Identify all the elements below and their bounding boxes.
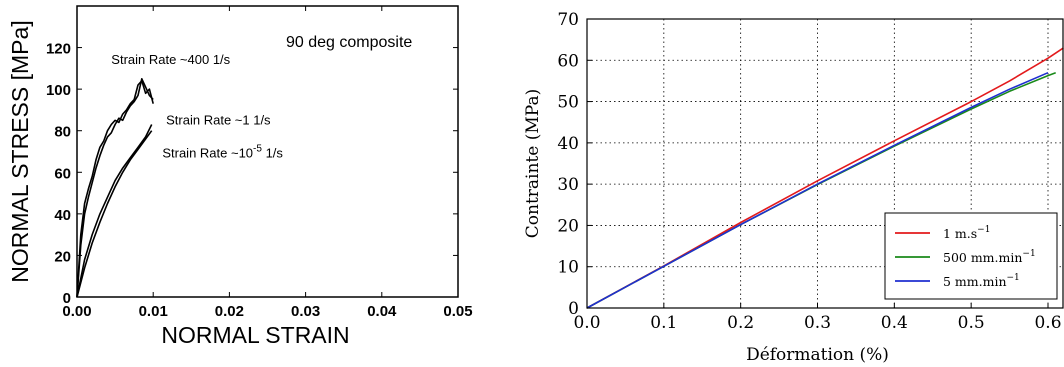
x-tick-label: 0.05 [443,303,472,320]
y-tick-label: 50 [557,93,579,113]
x-tick-label: 0.00 [62,303,91,320]
y-tick-label: 10 [557,258,579,278]
strain-rate-annotation: Strain Rate ~10-5 1/s [162,144,283,161]
plot-frame [586,18,1064,309]
y-tick-label: 0 [63,290,71,307]
y-tick-label: 30 [557,175,579,195]
plot-frame [76,5,459,298]
series-line [76,80,154,298]
x-tick-label: 0.02 [215,303,244,320]
chart-title: 90 deg composite [286,34,412,51]
y-tick-label: 70 [557,10,579,30]
x-tick-label: 0.6 [1034,313,1061,333]
series-line [76,124,153,298]
x-tick-label: 0.03 [291,303,320,320]
y-tick-label: 60 [557,51,579,71]
x-tick-label: 0.1 [650,313,677,333]
y-tick-label: 40 [54,207,71,224]
series-line [76,130,153,298]
y-tick-label: 60 [54,165,71,182]
strain-rate-annotation: Strain Rate ~1 1/s [166,112,271,127]
series-line [586,71,1049,309]
legend-label: 5 mm.min−1 [943,273,1020,289]
x-tick-label: 0.0 [573,313,600,333]
series-line [76,78,154,298]
y-tick-label: 40 [557,134,579,154]
y-axis-label: NORMAL STRESS [MPa] [7,20,33,282]
y-tick-label: 100 [46,82,71,99]
x-tick-label: 0.3 [804,313,831,333]
y-axis-label: Contrainte (MPa) [523,89,543,238]
y-tick-label: 120 [46,41,71,58]
x-tick-label: 0.4 [881,313,908,333]
x-tick-label: 0.04 [367,303,397,320]
y-tick-label: 20 [54,248,71,265]
legend-label: 1 m.s−1 [943,225,990,241]
stress-strain-chart-right: 0.0 0.1 0.2 0.3 0.4 0.5 0.6 0 10 20 30 40 50 60 70 Défo… [523,10,1064,365]
x-axis-label: Déformation (%) [746,345,889,365]
y-tick-label: 80 [54,124,71,141]
x-tick-label: 0.5 [958,313,985,333]
x-tick-label: 0.2 [727,313,754,333]
strain-rate-annotation: Strain Rate ~400 1/s [111,52,230,67]
legend-box [884,212,1058,300]
series-line [586,47,1064,309]
x-tick-label: 0.01 [139,303,168,320]
stress-strain-chart-left: 0.00 0.01 0.02 0.03 0.04 0.05 0 20 40 60 80 100 120 N… [7,5,473,348]
y-tick-label: 20 [557,216,579,236]
legend-label: 500 mm.min−1 [943,249,1036,265]
x-axis-label: NORMAL STRAIN [161,322,349,348]
y-tick-label: 0 [568,299,579,319]
